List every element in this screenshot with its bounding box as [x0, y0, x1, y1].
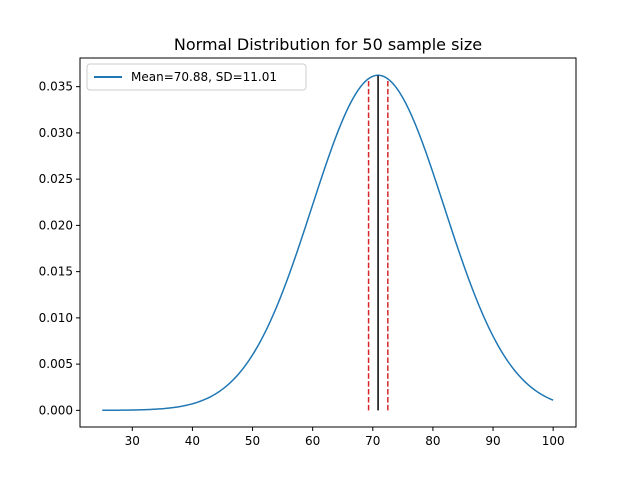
legend-label: Mean=70.88, SD=11.01: [131, 70, 277, 84]
legend-box: [86, 63, 307, 91]
y-tick-label: 0.000: [39, 403, 73, 417]
y-tick-label: 0.015: [39, 265, 73, 279]
chart-title: Normal Distribution for 50 sample size: [174, 35, 482, 54]
x-tick-label: 70: [365, 434, 380, 448]
axes: 30 40 50 60 70 80 90 100 0.000 0.005 0.010 0.015 0.0…: [39, 57, 577, 448]
y-tick-label: 0.010: [39, 311, 73, 325]
x-tick-label: 90: [485, 434, 500, 448]
y-tick-label: 0.005: [39, 357, 73, 371]
series-line-0: [102, 74, 554, 412]
y-tick-label: 0.020: [39, 218, 73, 232]
y-tick-label: 0.030: [39, 126, 73, 140]
plot-area: [102, 74, 554, 412]
legend: Mean=70.88, SD=11.01: [86, 63, 307, 91]
x-tick-label: 80: [425, 434, 440, 448]
x-tick-label: 30: [125, 434, 140, 448]
y-tick-label: 0.025: [39, 172, 73, 186]
x-tick-label: 100: [542, 434, 565, 448]
y-tick-label: 0.035: [39, 80, 73, 94]
axes-frame: [79, 57, 577, 428]
x-tick-label: 60: [305, 434, 320, 448]
x-tick-label: 50: [245, 434, 260, 448]
x-tick-label: 40: [185, 434, 200, 448]
